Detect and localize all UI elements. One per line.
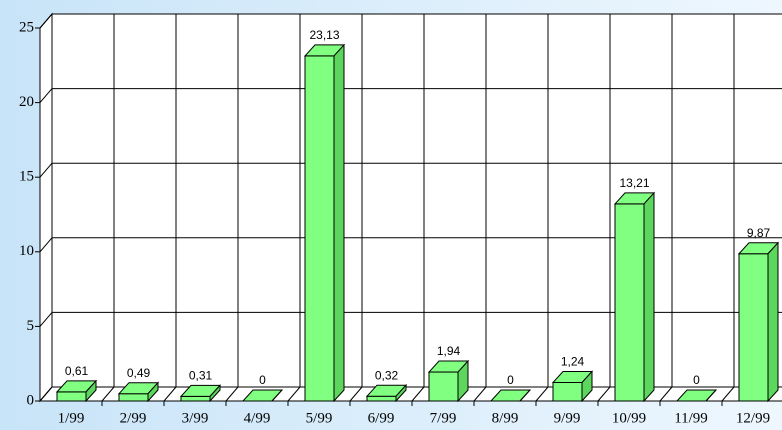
floor-line	[535, 386, 549, 402]
bar-side	[395, 383, 407, 403]
bar	[737, 241, 780, 403]
bar	[365, 383, 408, 403]
bar-side	[209, 384, 221, 403]
bar-front	[118, 393, 149, 402]
value-label: 0,49	[127, 366, 151, 380]
x-tick-label: 1/99	[58, 410, 85, 426]
grid-line	[39, 162, 53, 178]
bar	[117, 381, 160, 403]
y-tick-label: 10	[19, 243, 34, 259]
x-tick-label: 12/99	[736, 410, 770, 426]
bar-side	[85, 379, 97, 403]
floor-line	[225, 386, 239, 402]
value-label: 0,31	[189, 369, 213, 383]
y-tick-label: 5	[27, 318, 35, 334]
x-tick-label: 7/99	[430, 410, 457, 426]
bar-side	[581, 370, 593, 403]
floor-line	[101, 386, 115, 402]
x-tick-label: 5/99	[306, 410, 333, 426]
x-tick-label: 3/99	[182, 410, 209, 426]
bar-front	[366, 395, 397, 402]
value-label: 1,94	[437, 344, 461, 358]
bar	[427, 359, 470, 403]
bar-side	[333, 43, 345, 403]
floor-line	[597, 386, 611, 402]
grid-line	[39, 312, 53, 327]
bar-front	[428, 371, 459, 402]
bar-front	[56, 391, 87, 402]
bar-side	[519, 389, 531, 402]
bar-front	[738, 253, 769, 402]
grid-line	[39, 13, 53, 29]
value-label: 0	[507, 373, 514, 387]
value-label: 0	[693, 373, 700, 387]
x-tick-label: 4/99	[244, 410, 271, 426]
floor-line	[163, 386, 177, 402]
bar	[55, 379, 98, 403]
bar-front	[304, 55, 335, 402]
grid-line	[39, 88, 53, 103]
bar-side	[643, 191, 655, 403]
bar-side	[147, 381, 159, 403]
value-label: 13,21	[619, 176, 649, 190]
floor-line	[349, 386, 363, 402]
x-tick-label: 2/99	[120, 410, 147, 426]
value-label: 0,32	[375, 368, 399, 382]
floor-line	[473, 386, 487, 402]
grid-line	[39, 386, 53, 402]
floor-line	[721, 386, 735, 402]
bar	[613, 191, 656, 403]
y-tick-label: 25	[19, 19, 34, 35]
bar	[241, 389, 284, 402]
bar-side	[705, 389, 717, 402]
value-label: 9,87	[747, 226, 771, 240]
grid-line	[39, 237, 53, 253]
y-tick-label: 15	[19, 169, 34, 185]
left-wall	[39, 12, 53, 403]
bar-front	[180, 395, 211, 402]
bar-side	[271, 389, 283, 402]
bar-side	[457, 359, 469, 403]
x-tick-label: 11/99	[674, 410, 708, 426]
bar	[179, 384, 222, 403]
bar-side	[767, 241, 779, 403]
y-tick-label: 0	[27, 392, 35, 408]
bar	[675, 389, 718, 402]
value-label: 0	[259, 373, 266, 387]
value-label: 1,24	[561, 355, 585, 369]
x-tick-label: 6/99	[368, 410, 395, 426]
bar	[551, 370, 594, 403]
floor-line	[659, 386, 673, 402]
x-tick-label: 9/99	[554, 410, 581, 426]
back-wall	[51, 13, 782, 388]
bar	[489, 389, 532, 402]
floor-line	[287, 386, 301, 402]
bar-front	[552, 381, 583, 402]
x-tick-label: 10/99	[612, 410, 646, 426]
x-tick-label: 8/99	[492, 410, 519, 426]
value-label: 0,61	[65, 364, 89, 378]
bar	[303, 43, 346, 403]
bar-front	[614, 203, 645, 402]
floor-line	[411, 386, 425, 402]
y-tick-label: 20	[19, 94, 34, 110]
value-label: 23,13	[309, 28, 339, 42]
